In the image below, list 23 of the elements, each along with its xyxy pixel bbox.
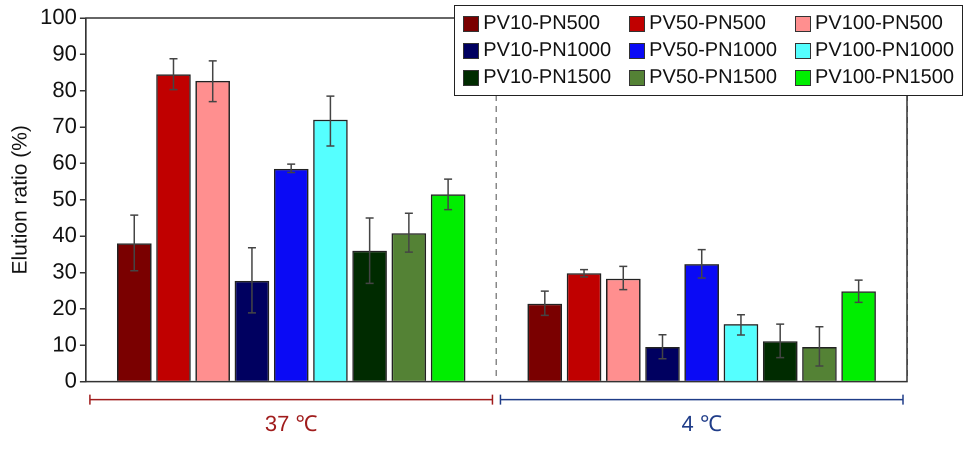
y-tick-label: 100	[40, 4, 77, 30]
legend-label: PV10-PN1500	[483, 66, 612, 89]
y-tick-label: 30	[52, 258, 77, 284]
legend-label: PV10-PN500	[483, 12, 600, 35]
y-tick-label: 90	[52, 40, 77, 66]
y-tick-label: 0	[64, 368, 77, 393]
y-axis-title: Elution ratio (%)	[8, 125, 32, 274]
legend-label: PV100-PN1500	[815, 66, 954, 89]
y-tick-label: 40	[52, 222, 77, 248]
legend-label: PV50-PN1500	[649, 66, 778, 89]
legend-label: PV100-PN500	[815, 12, 943, 35]
legend-label: PV50-PN500	[649, 12, 766, 35]
y-tick-label: 10	[52, 331, 77, 356]
legend-label: PV10-PN1000	[483, 39, 612, 62]
y-tick-label: 50	[52, 186, 77, 211]
y-tick-label: 20	[52, 294, 77, 320]
y-tick-label: 70	[52, 113, 77, 138]
x-tick-label: 4 ℃	[682, 410, 722, 436]
y-tick-label: 80	[52, 76, 77, 102]
legend-label: PV100-PN1000	[815, 39, 954, 62]
legend-label: PV50-PN1000	[649, 39, 778, 62]
y-tick-label: 60	[52, 150, 77, 175]
x-tick-label: 37 ℃	[264, 410, 318, 436]
